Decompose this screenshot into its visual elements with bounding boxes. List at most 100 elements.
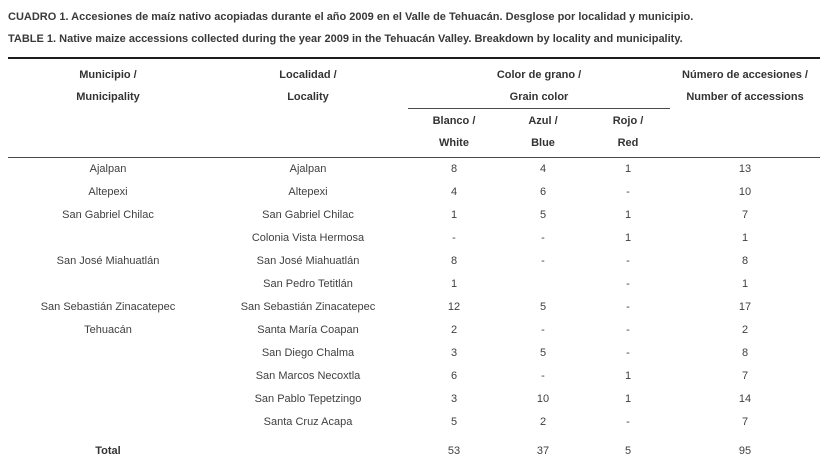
cell-municipality <box>8 342 208 365</box>
table-row: San Sebastián Zinacatepec San Sebastián Z… <box>8 296 820 319</box>
cell-white: 6 <box>450 370 458 382</box>
cell-white: 8 <box>450 163 458 175</box>
cell-locality: Ajalpan <box>289 163 327 175</box>
cell-red: - <box>626 416 630 428</box>
cell-blue-total: 37 <box>536 445 550 457</box>
cell-locality: San Sebastián Zinacatepec <box>240 301 376 313</box>
cell-municipality <box>8 227 208 250</box>
cell-blue: 5 <box>539 301 547 313</box>
table-header: Municipio / Municipality Localidad / Loc… <box>8 58 821 158</box>
cell-blue: 5 <box>539 347 547 359</box>
table-row: San Pedro Tetitlán 1 - 1 <box>8 273 820 296</box>
table-body: Ajalpan Ajalpan 8 4 1 1 3 Altepexi Altepexi 4 6 - 10… <box>8 158 820 435</box>
caption-spanish: CUADRO 1. Accesiones de maíz nativo acop… <box>8 11 694 23</box>
header-line: Azul / <box>528 115 558 127</box>
table-caption: CUADRO 1. Accesiones de maíz nativo acop… <box>8 6 820 50</box>
header-line: Municipio / <box>79 69 137 81</box>
cell-locality: San Marcos Necoxtla <box>255 370 361 382</box>
table-row: San Diego Chalma 3 5 - 8 <box>8 342 820 365</box>
table-row: Colonia Vista Hermosa - - 1 1 <box>8 227 820 250</box>
cell-municipality <box>8 273 208 296</box>
cell-white: 3 <box>450 347 458 359</box>
cell-blue: 2 <box>539 416 547 428</box>
cell-locality: San Pablo Tepetzingo <box>254 393 362 405</box>
table-row: Ajalpan Ajalpan 8 4 1 13 <box>8 158 820 182</box>
cell-locality: San Diego Chalma <box>261 347 355 359</box>
cell-accessions: 7 <box>741 370 749 382</box>
cell-blue: 6 <box>539 186 547 198</box>
cell-blue: 4 <box>539 163 547 175</box>
cell-red: 1 <box>624 393 632 405</box>
cell-red: 1 <box>624 209 632 221</box>
cell-municipality: Altepexi <box>88 186 128 198</box>
cell-locality: Altepexi <box>288 186 328 198</box>
cell-red: 1 <box>624 163 632 175</box>
cell-accessions: 1 <box>741 278 749 290</box>
table-row: San Gabriel Chilac San Gabriel Chilac 1 5 1 7 <box>8 204 820 227</box>
cell-blue: - <box>541 370 545 382</box>
col-header-red: Rojo / Red <box>586 109 670 158</box>
cell-white: 12 <box>447 301 461 313</box>
cell-red: 1 <box>624 370 632 382</box>
col-header-blue: Azul / Blue <box>500 109 586 158</box>
cell-accessions: 10 <box>738 186 752 198</box>
table-row: San José Miahuatlán San José Miahuatlán 8 -… <box>8 250 820 273</box>
cell-white: 8 <box>450 255 458 267</box>
cell-red: 1 <box>624 232 632 244</box>
cell-accessions: 14 <box>738 393 752 405</box>
cell-blue: - <box>541 232 545 244</box>
cell-municipality: Tehuacán <box>84 324 132 336</box>
header-line: Red <box>617 137 639 149</box>
cell-municipality: San José Miahuatlán <box>56 255 160 267</box>
header-line: Blue <box>531 137 555 149</box>
cell-locality: San José Miahuatlán <box>256 255 360 267</box>
header-line: Locality <box>287 91 329 103</box>
col-header-localidad: Localidad / Locality <box>208 58 408 158</box>
accessions-table: Municipio / Municipality Localidad / Loc… <box>8 57 821 466</box>
cell-accessions: 7 <box>741 416 749 428</box>
cell-accessions: 8 <box>741 347 749 359</box>
cell-locality: San Gabriel Chilac <box>262 209 354 221</box>
cell-red: - <box>626 186 630 198</box>
col-header-grain-color: Color de grano / Grain color <box>408 58 671 109</box>
table-row: Santa Cruz Acapa 5 2 - 7 <box>8 411 820 434</box>
header-line: Número de accesiones / <box>682 69 808 81</box>
table-row: Altepexi Altepexi 4 6 - 10 <box>8 181 820 204</box>
cell-red: - <box>626 301 630 313</box>
col-header-white: Blanco / White <box>408 109 500 158</box>
cell-blue <box>500 273 586 296</box>
cell-white: - <box>452 232 456 244</box>
cell-accessions: 17 <box>738 301 752 313</box>
cell-red-total: 5 <box>624 445 632 457</box>
cell-locality: San Pedro Tetitlán <box>263 278 353 290</box>
cell-municipality: Ajalpan <box>89 163 127 175</box>
cell-locality: Colonia Vista Hermosa <box>251 232 365 244</box>
table-row: Tehuacán Santa María Coapan 2 - - 2 <box>8 319 820 342</box>
cell-red: - <box>626 324 630 336</box>
cell-blue: - <box>541 324 545 336</box>
cell-white: 3 <box>450 393 458 405</box>
cell-red: - <box>626 278 630 290</box>
cell-municipality <box>8 388 208 411</box>
cell-blue: 5 <box>539 209 547 221</box>
cell-accessions: 8 <box>741 255 749 267</box>
header-line: Blanco / <box>432 115 476 127</box>
cell-blue: 10 <box>536 393 550 405</box>
cell-localidad <box>208 434 408 466</box>
header-line: White <box>439 137 469 149</box>
header-line: Number of accessions <box>686 91 804 103</box>
header-line: Grain color <box>509 91 569 103</box>
cell-accessions: 1 <box>741 232 749 244</box>
cell-municipality <box>8 411 208 434</box>
cell-white: 1 <box>450 209 458 221</box>
cell-accessions: 2 <box>741 324 749 336</box>
cell-municipality: San Gabriel Chilac <box>62 209 154 221</box>
table-row: San Pablo Tepetzingo 3 10 1 14 <box>8 388 820 411</box>
cell-accessions: 7 <box>741 209 749 221</box>
cell-total-label: Total <box>95 445 121 457</box>
header-line: Rojo / <box>612 115 644 127</box>
cell-white: 4 <box>450 186 458 198</box>
cell-locality: Santa María Coapan <box>257 324 359 336</box>
col-header-num-accessions: Número de accesiones / Number of accessi… <box>670 58 820 158</box>
